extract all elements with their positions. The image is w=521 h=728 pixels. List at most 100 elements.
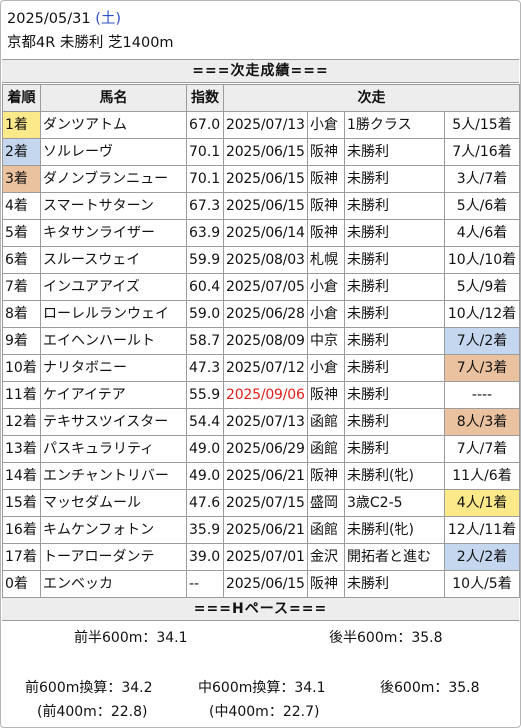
result-row: 6着 スルースウェイ 59.9 2025/08/03 札幌 未勝利 10人/10着 [2,246,520,274]
next-race-name-cell: 未勝利 [344,570,445,598]
next-race-date-cell: 2025/06/15 [223,192,308,220]
next-race-result-cell: 4人/1着 [444,489,520,517]
next-race-name-cell: 1勝クラス [344,111,445,139]
result-row: 8着 ローレルランウェイ 59.0 2025/06/28 小倉 未勝利 10人/12着 [2,300,520,328]
horse-name-cell: テキサスツイスター [40,408,187,436]
next-race-track-cell: 阪神 [307,138,345,166]
next-race-name-cell: 未勝利 [344,273,445,301]
next-race-name-cell: 未勝利 [344,327,445,355]
rank-cell: 3着 [2,165,41,193]
next-race-track-cell: 小倉 [307,300,345,328]
rank-cell: 0着 [2,570,41,598]
race-date: 2025/05/31 [7,11,91,27]
index-cell: 49.0 [186,462,224,490]
last-600m: 後600m：35.8 [380,680,480,696]
next-race-result-cell: 10人/12着 [444,300,520,328]
result-row: 4着 スマートサターン 67.3 2025/06/15 阪神 未勝利 5人/6着 [2,192,520,220]
race-title: 京都4R 未勝利 芝1400m [7,35,174,51]
index-cell: 55.9 [186,381,224,409]
result-row: 5着 キタサンライザー 63.9 2025/06/14 阪神 未勝利 4人/6着 [2,219,520,247]
next-race-result-cell: 8人/3着 [444,408,520,436]
index-cell: 67.0 [186,111,224,139]
next-race-track-cell: 函館 [307,408,345,436]
pace-heading: ===Hペース=== [2,597,519,621]
next-race-result-cell: 3人/7着 [444,165,520,193]
next-race-date-cell: 2025/07/13 [223,111,308,139]
mid-400m: (中400m：22.7) [209,704,320,720]
next-race-name-cell: 未勝利 [344,408,445,436]
horse-name-cell: ナリタボニー [40,354,187,382]
next-race-date-cell: 2025/08/03 [223,246,308,274]
rank-cell: 16着 [2,516,41,544]
rank-cell: 11着 [2,381,41,409]
next-race-date-cell: 2025/06/15 [223,570,308,598]
horse-name-cell: ローレルランウェイ [40,300,187,328]
index-cell: 59.9 [186,246,224,274]
next-race-date-cell: 2025/07/15 [223,489,308,517]
next-race-track-cell: 阪神 [307,462,345,490]
next-race-date-cell: 2025/09/06 [223,381,308,409]
next-race-name-cell: 未勝利(牝) [344,462,445,490]
rank-cell: 14着 [2,462,41,490]
mid-600m-converted: 中600m換算：34.1 [198,680,326,696]
horse-name-cell: ケイアイテア [40,381,187,409]
next-race-result-cell: 12人/11着 [444,516,520,544]
horse-name-cell: エンチャントリバー [40,462,187,490]
index-cell: 39.0 [186,543,224,571]
front-600m-converted: 前600m換算：34.2 [25,680,153,696]
rank-cell: 2着 [2,138,41,166]
results-table: 着順 馬名 指数 次走 1着 ダンツアトム 67.0 2025/07/13 小倉 1勝クラ… [2,84,520,598]
next-race-result-cell: 5人/9着 [444,273,520,301]
next-race-track-cell: 小倉 [307,273,345,301]
result-row: 10着 ナリタボニー 47.3 2025/07/12 小倉 未勝利 7人/3着 [2,354,520,382]
next-race-name-cell: 開拓者と進む [344,543,445,571]
next-race-date-cell: 2025/07/05 [223,273,308,301]
next-race-date-cell: 2025/06/15 [223,165,308,193]
next-race-name-cell: 未勝利 [344,165,445,193]
next-race-result-cell: 5人/15着 [444,111,520,139]
col-header-index: 指数 [186,84,224,112]
horse-name-cell: パスキュラリティ [40,435,187,463]
next-race-track-cell: 金沢 [307,543,345,571]
next-race-result-cell: 10人/5着 [444,570,520,598]
result-row: 1着 ダンツアトム 67.0 2025/07/13 小倉 1勝クラス 5人/15着 [2,111,520,139]
next-race-date-cell: 2025/06/28 [223,300,308,328]
index-cell: 63.9 [186,219,224,247]
horse-name-cell: ダンツアトム [40,111,187,139]
index-cell: 47.3 [186,354,224,382]
horse-name-cell: ソルレーヴ [40,138,187,166]
rank-cell: 10着 [2,354,41,382]
horse-name-cell: マッセダムール [40,489,187,517]
index-cell: 58.7 [186,327,224,355]
rank-cell: 1着 [2,111,41,139]
next-race-track-cell: 函館 [307,435,345,463]
next-race-track-cell: 阪神 [307,570,345,598]
next-race-result-cell: 11人/6着 [444,462,520,490]
horse-name-cell: エンベッカ [40,570,187,598]
rank-cell: 8着 [2,300,41,328]
next-race-name-cell: 未勝利 [344,246,445,274]
next-race-result-cell: 4人/6着 [444,219,520,247]
next-race-track-cell: 小倉 [307,354,345,382]
next-race-results-heading: ===次走成績=== [2,59,519,83]
rank-cell: 13着 [2,435,41,463]
result-row: 11着 ケイアイテア 55.9 2025/09/06 阪神 未勝利 ---- [2,381,520,409]
rank-cell: 15着 [2,489,41,517]
result-row: 2着 ソルレーヴ 70.1 2025/06/15 阪神 未勝利 7人/16着 [2,138,520,166]
horse-name-cell: ダノンブランニュー [40,165,187,193]
next-race-name-cell: 3歳C2-5 [344,489,445,517]
next-race-track-cell: 函館 [307,516,345,544]
next-race-name-cell: 未勝利 [344,381,445,409]
next-race-date-cell: 2025/06/29 [223,435,308,463]
result-row: 15着 マッセダムール 47.6 2025/07/15 盛岡 3歳C2-5 4人/1着 [2,489,520,517]
next-race-result-cell: ---- [444,381,520,409]
index-cell: 67.3 [186,192,224,220]
next-race-result-cell: 10人/10着 [444,246,520,274]
race-date-line: 2025/05/31 (土) [7,10,121,28]
first-half-600m: 前半600m：34.1 [74,630,188,646]
next-race-date-cell: 2025/07/13 [223,408,308,436]
index-cell: -- [186,570,224,598]
next-race-track-cell: 盛岡 [307,489,345,517]
result-row: 7着 インユアアイズ 60.4 2025/07/05 小倉 未勝利 5人/9着 [2,273,520,301]
